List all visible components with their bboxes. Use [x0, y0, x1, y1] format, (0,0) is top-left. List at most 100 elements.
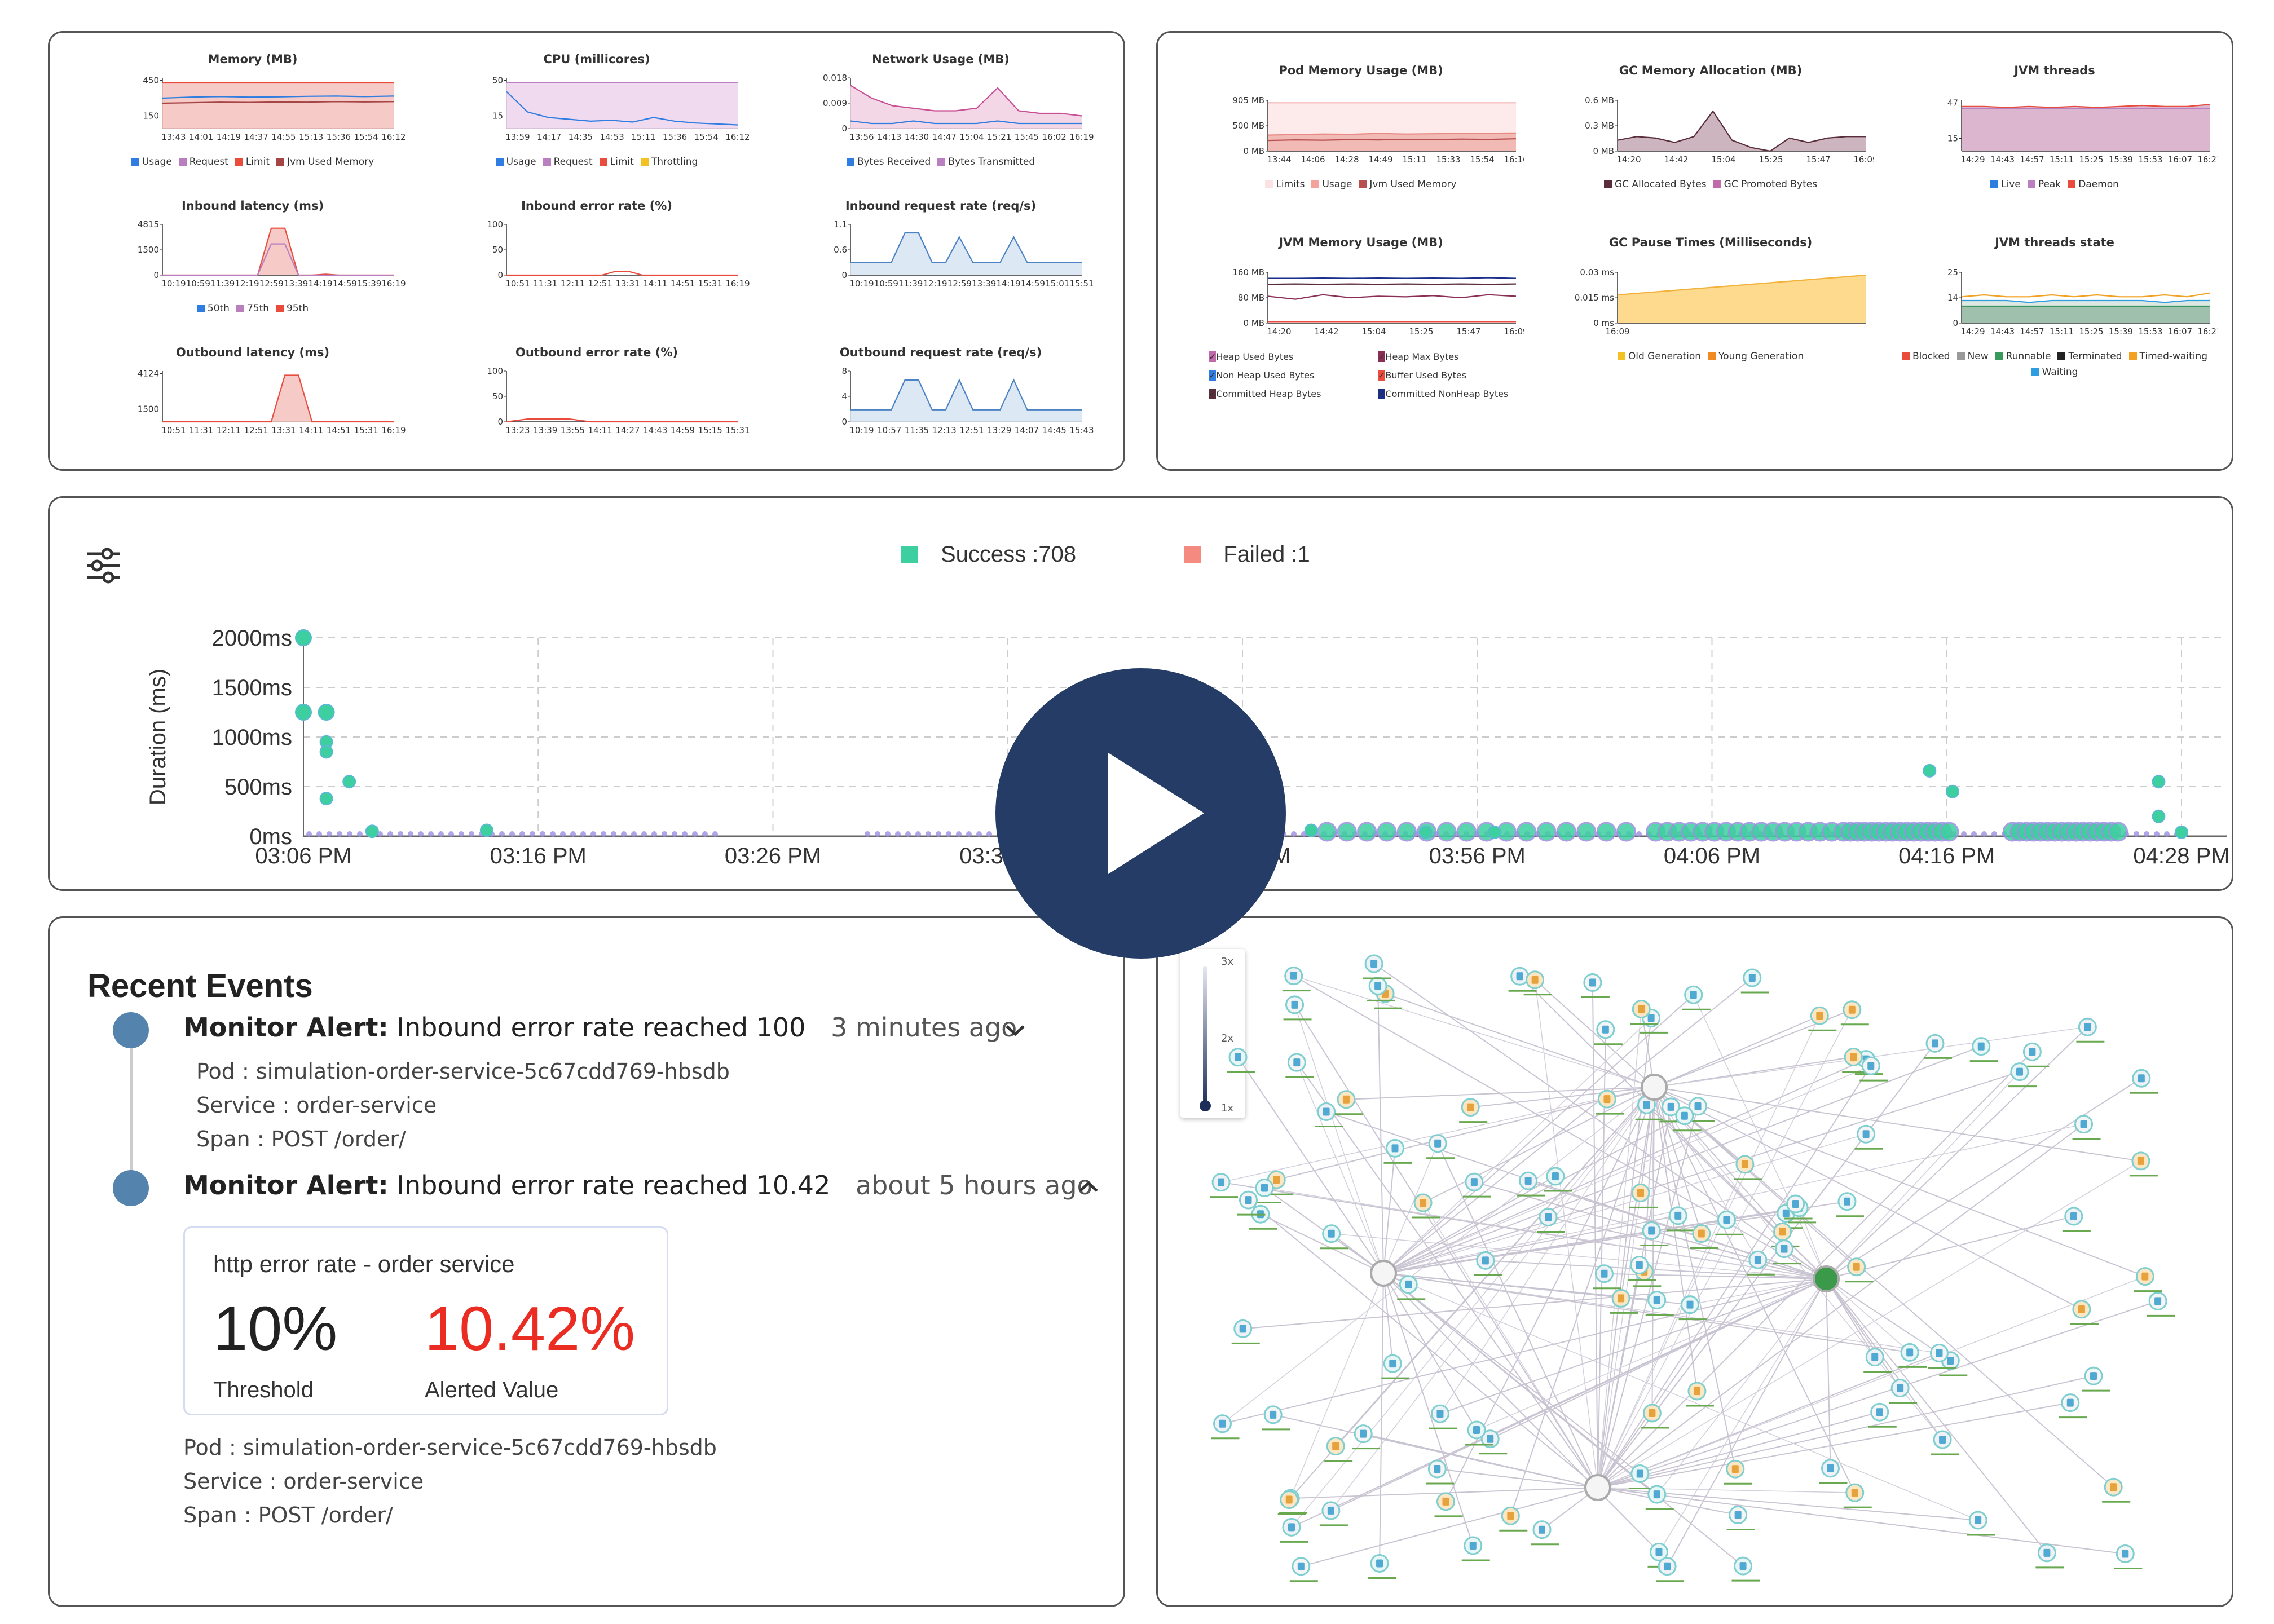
trace-point[interactable] — [1945, 784, 1959, 798]
trace-point[interactable] — [1396, 822, 1417, 842]
legend-item[interactable]: Runnable — [1995, 348, 2051, 364]
legend-item[interactable]: Live — [1990, 176, 2021, 192]
trace-point[interactable] — [540, 831, 545, 837]
trace-point[interactable] — [2152, 809, 2166, 823]
trace-point[interactable] — [342, 775, 356, 789]
trace-point[interactable] — [1436, 822, 1457, 842]
trace-point[interactable] — [1923, 764, 1937, 778]
trace-point[interactable] — [1971, 831, 1977, 837]
trace-point[interactable] — [651, 831, 657, 837]
trace-point[interactable] — [428, 831, 434, 837]
trace-point[interactable] — [672, 831, 677, 837]
legend-item[interactable]: Usage — [495, 154, 536, 170]
legend-success[interactable]: Success :708 — [901, 542, 1076, 567]
trace-point[interactable] — [1556, 822, 1576, 842]
trace-point[interactable] — [966, 831, 972, 837]
trace-point[interactable] — [1636, 831, 1642, 837]
legend-checkbox-item[interactable]: ✓Buffer Used Bytes — [1378, 370, 1547, 381]
trace-point[interactable] — [479, 823, 493, 837]
trace-point[interactable] — [2134, 831, 2139, 837]
legend-item[interactable]: Throttling — [640, 154, 698, 170]
legend-item[interactable]: Jvm Used Memory — [1359, 176, 1457, 192]
trace-point[interactable] — [2152, 775, 2166, 789]
legend-item[interactable]: Bytes Transmitted — [937, 154, 1035, 170]
trace-point[interactable] — [662, 831, 667, 837]
trace-point[interactable] — [398, 831, 403, 837]
chevron-up-icon[interactable] — [1077, 1179, 1100, 1195]
trace-point[interactable] — [1337, 822, 1357, 842]
trace-point[interactable] — [1981, 831, 1987, 837]
legend-item[interactable]: Waiting — [2031, 364, 2078, 380]
trace-point[interactable] — [1418, 825, 1433, 839]
trace-point[interactable] — [499, 831, 505, 837]
event-item-1[interactable]: Monitor Alert: Inbound error rate reache… — [183, 1012, 1017, 1043]
legend-checkbox[interactable]: ✓ — [1378, 389, 1386, 399]
legend-item[interactable]: Request — [543, 154, 593, 170]
chevron-down-icon[interactable] — [1004, 1022, 1026, 1039]
legend-item[interactable]: 95th — [276, 301, 309, 316]
legend-item[interactable]: Peak — [2027, 176, 2061, 192]
legend-item[interactable]: Limit — [599, 154, 634, 170]
trace-point[interactable] — [408, 831, 413, 837]
legend-checkbox-item[interactable]: ✓Committed NonHeap Bytes — [1378, 389, 1547, 399]
hub-node[interactable] — [1641, 1074, 1668, 1101]
hub-node[interactable] — [1813, 1265, 1840, 1292]
trace-point[interactable] — [459, 831, 464, 837]
legend-item[interactable]: Timed-waiting — [2128, 348, 2207, 364]
trace-point[interactable] — [590, 831, 596, 837]
legend-item[interactable]: GC Allocated Bytes — [1603, 176, 1707, 192]
trace-point[interactable] — [905, 831, 911, 837]
trace-point[interactable] — [1517, 822, 1537, 842]
zoom-handle[interactable] — [1200, 1100, 1211, 1111]
trace-point[interactable] — [295, 704, 312, 721]
trace-point[interactable] — [611, 831, 616, 837]
trace-point[interactable] — [1596, 822, 1616, 842]
trace-point[interactable] — [621, 831, 627, 837]
legend-item[interactable]: New — [1956, 348, 1989, 364]
trace-point[interactable] — [2175, 825, 2188, 839]
trace-point[interactable] — [641, 831, 647, 837]
hub-node[interactable] — [1370, 1260, 1397, 1287]
legend-checkbox[interactable]: ✓ — [1209, 389, 1217, 399]
trace-point[interactable] — [1291, 831, 1297, 837]
trace-point[interactable] — [519, 831, 525, 837]
trace-point[interactable] — [448, 831, 454, 837]
trace-point[interactable] — [986, 831, 992, 837]
trace-point[interactable] — [956, 831, 962, 837]
zoom-slider[interactable]: 3x 2x 1x — [1180, 949, 1245, 1118]
trace-point[interactable] — [2144, 831, 2149, 837]
trace-point[interactable] — [387, 831, 393, 837]
trace-point[interactable] — [1939, 822, 1959, 842]
trace-point[interactable] — [319, 792, 333, 806]
event-item-2[interactable]: Monitor Alert: Inbound error rate reache… — [183, 1170, 1093, 1201]
trace-point[interactable] — [560, 831, 566, 837]
trace-point[interactable] — [1317, 822, 1337, 842]
trace-point[interactable] — [1304, 823, 1318, 837]
legend-item[interactable]: Jvm Used Memory — [276, 154, 374, 170]
trace-point[interactable] — [976, 831, 982, 837]
trace-point[interactable] — [319, 745, 333, 759]
trace-point[interactable] — [631, 831, 637, 837]
legend-item[interactable]: Usage — [131, 154, 172, 170]
trace-point[interactable] — [915, 831, 921, 837]
trace-point[interactable] — [306, 831, 312, 837]
trace-point[interactable] — [692, 831, 698, 837]
legend-item[interactable]: Blocked — [1901, 348, 1950, 364]
legend-item[interactable]: Usage — [1311, 176, 1352, 192]
trace-point[interactable] — [1536, 822, 1557, 842]
trace-point[interactable] — [1377, 822, 1397, 842]
trace-point[interactable] — [347, 831, 352, 837]
legend-checkbox-item[interactable]: ✓Heap Used Bytes — [1209, 351, 1378, 362]
trace-point[interactable] — [865, 831, 870, 837]
trace-point[interactable] — [2154, 831, 2160, 837]
legend-checkbox-item[interactable]: ✓Committed Heap Bytes — [1209, 389, 1378, 399]
trace-point[interactable] — [365, 824, 379, 839]
trace-point[interactable] — [337, 831, 342, 837]
trace-point[interactable] — [318, 704, 335, 721]
trace-point[interactable] — [295, 629, 312, 646]
trace-point[interactable] — [946, 831, 951, 837]
legend-item[interactable]: GC Promoted Bytes — [1713, 176, 1817, 192]
legend-item[interactable]: 75th — [236, 301, 269, 316]
trace-point[interactable] — [2108, 822, 2128, 842]
legend-checkbox[interactable]: ✓ — [1209, 351, 1217, 362]
